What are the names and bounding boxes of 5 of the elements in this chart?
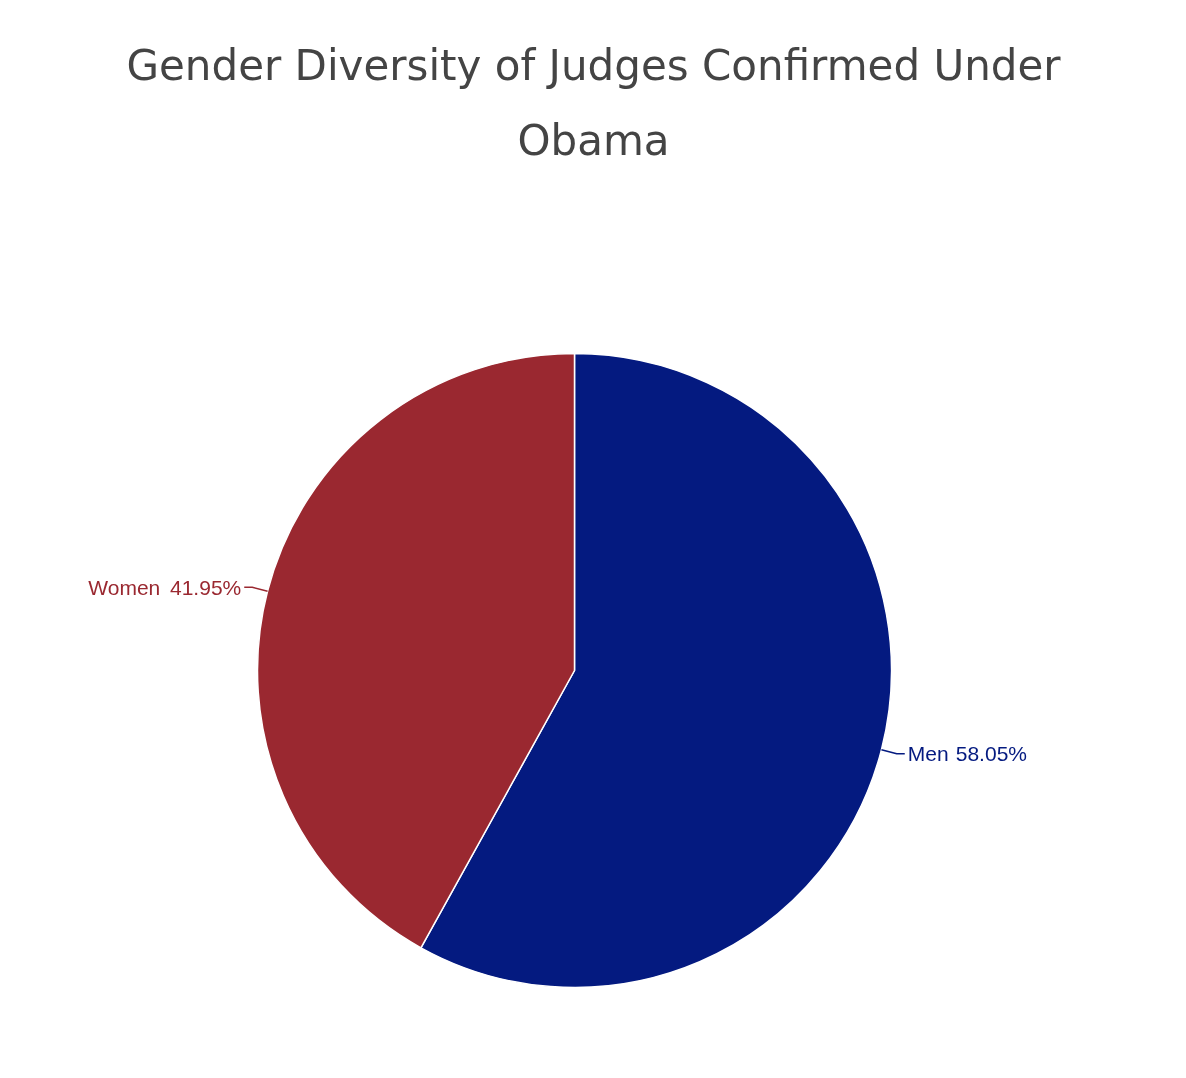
slice-label: Women [88,575,161,599]
data-label: 41.95% [170,575,242,599]
data-label: 58.05% [955,742,1027,766]
slice-label: Men [907,742,949,766]
chart-title: Gender Diversity of Judges Confirmed Under Obama [126,41,1062,165]
